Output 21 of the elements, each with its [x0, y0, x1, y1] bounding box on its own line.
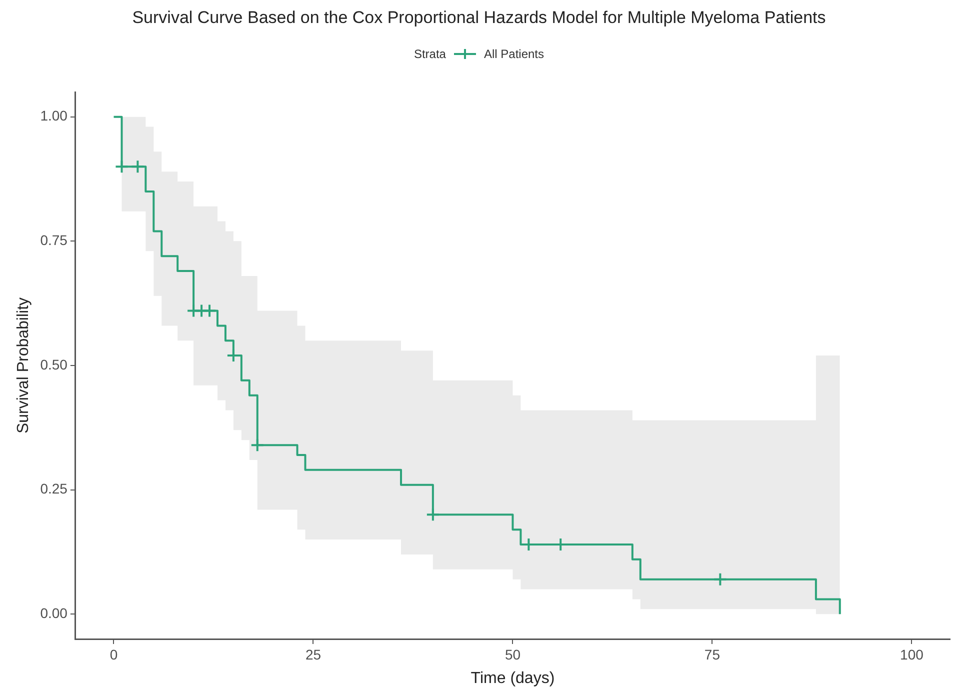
point	[250, 438, 264, 452]
y-tick-label: 0.25	[40, 480, 68, 497]
point	[202, 304, 217, 318]
x-tick-label: 75	[704, 646, 720, 662]
point	[713, 572, 728, 586]
chart-title: Survival Curve Based on the Cox Proportional Hazards Model for Multiple Myeloma Patients	[131, 8, 827, 28]
point	[426, 508, 440, 522]
x-axis-title: Time (days)	[470, 670, 555, 687]
x-tick-label: 100	[900, 646, 924, 662]
point	[130, 160, 145, 174]
y-tick-label: 0.50	[40, 356, 68, 372]
x-tick-label: 25	[305, 646, 322, 662]
y-tick-label: 0.00	[40, 604, 68, 621]
legend-label: All Patients	[484, 47, 544, 61]
x-tick-label: 50	[504, 646, 521, 662]
legend-title: Strata	[414, 47, 446, 61]
y-tick-label: 0.75	[40, 232, 68, 248]
x-tick-label: 0	[110, 646, 118, 662]
point	[114, 160, 129, 174]
y-tick-label: 1.00	[40, 108, 68, 124]
y-axis-title: Survival Probability	[15, 297, 32, 434]
